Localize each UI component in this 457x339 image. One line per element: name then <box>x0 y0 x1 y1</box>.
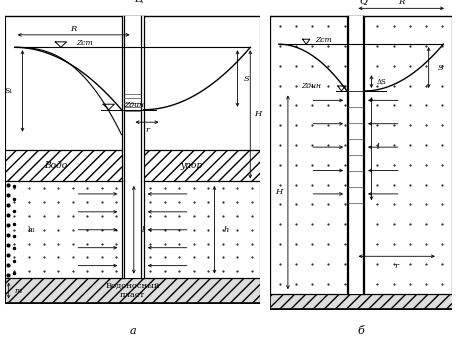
Text: l: l <box>377 143 380 151</box>
Bar <box>5 181 123 278</box>
Text: Ц: Ц <box>135 0 143 3</box>
Text: R: R <box>398 0 404 6</box>
Text: ΔS: ΔS <box>377 78 387 86</box>
Text: H: H <box>254 111 261 118</box>
Text: Zст: Zст <box>315 36 332 43</box>
Text: S₁: S₁ <box>4 87 12 95</box>
Text: пласт: пласт <box>120 291 145 299</box>
Text: Водоносный: Водоносный <box>105 282 160 290</box>
Text: m: m <box>15 286 22 295</box>
Bar <box>142 150 260 181</box>
Text: Q: Q <box>359 0 367 5</box>
Text: R: R <box>70 25 77 33</box>
Bar <box>5 278 260 303</box>
Text: Zдин: Zдин <box>301 82 321 90</box>
Text: H: H <box>275 188 282 196</box>
Text: S: S <box>244 75 249 82</box>
Bar <box>347 16 364 294</box>
Bar <box>270 294 452 309</box>
Text: Водо: Водо <box>44 161 67 170</box>
Text: h: h <box>223 226 229 234</box>
Text: r: r <box>395 262 399 270</box>
Text: Zст: Zст <box>76 39 93 47</box>
Text: а: а <box>129 326 136 336</box>
Text: l: l <box>142 226 144 234</box>
Bar <box>122 16 143 278</box>
Text: упор: упор <box>181 161 202 170</box>
Text: h₁: h₁ <box>27 226 36 234</box>
Bar <box>5 150 123 181</box>
Bar <box>5 16 260 150</box>
Bar <box>142 181 260 278</box>
Text: r: r <box>145 126 149 134</box>
Text: S: S <box>438 64 444 72</box>
Text: Zдин: Zдин <box>124 101 144 109</box>
Bar <box>270 16 452 294</box>
Text: б: б <box>358 326 364 336</box>
